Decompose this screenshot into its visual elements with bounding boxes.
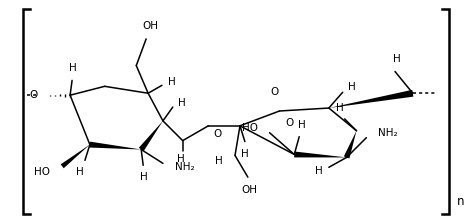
- Text: H: H: [168, 77, 176, 87]
- Text: H: H: [241, 149, 249, 159]
- Text: HO: HO: [242, 123, 258, 133]
- Text: O: O: [29, 90, 37, 100]
- Text: H: H: [298, 120, 306, 130]
- Text: NH₂: NH₂: [175, 162, 194, 172]
- Text: H: H: [69, 64, 77, 74]
- Text: O: O: [285, 118, 293, 128]
- Polygon shape: [90, 142, 141, 149]
- Text: H: H: [178, 98, 185, 108]
- Text: HO: HO: [34, 167, 50, 177]
- Polygon shape: [61, 145, 90, 168]
- Text: H: H: [177, 155, 184, 164]
- Text: n: n: [457, 195, 465, 208]
- Text: O: O: [213, 129, 221, 139]
- Text: H: H: [215, 156, 223, 166]
- Text: O: O: [270, 87, 279, 97]
- Text: H: H: [336, 103, 344, 113]
- Polygon shape: [139, 121, 163, 151]
- Text: H: H: [76, 167, 84, 177]
- Text: H: H: [315, 166, 323, 176]
- Text: H: H: [347, 82, 356, 92]
- Polygon shape: [344, 131, 356, 159]
- Text: NH₂: NH₂: [378, 128, 398, 138]
- Text: H: H: [140, 172, 148, 182]
- Polygon shape: [294, 151, 346, 157]
- Text: OH: OH: [242, 185, 258, 195]
- Text: OH: OH: [142, 21, 158, 31]
- Polygon shape: [329, 90, 413, 108]
- Text: H: H: [393, 54, 401, 64]
